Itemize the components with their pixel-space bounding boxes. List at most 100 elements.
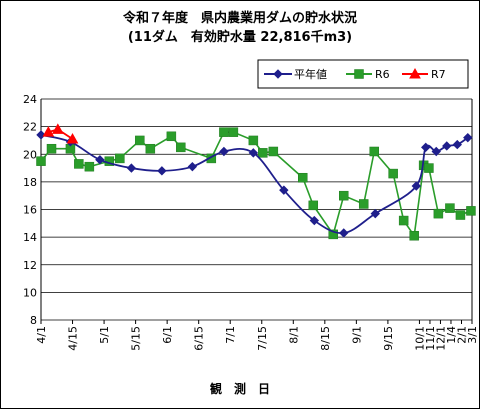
series-r7 bbox=[42, 123, 79, 144]
data-point-r6 bbox=[433, 208, 444, 219]
data-point-normal bbox=[219, 146, 229, 157]
legend-item-normal: 平年値 bbox=[264, 67, 327, 81]
chart-title: 令和７年度 県内農業用ダムの貯水状況 bbox=[123, 10, 357, 26]
x-tick-label: 9/1 bbox=[350, 326, 363, 344]
data-point-r6 bbox=[268, 146, 279, 157]
data-point-r6 bbox=[445, 203, 455, 213]
data-point-normal bbox=[157, 166, 167, 176]
x-tick-label: 5/15 bbox=[130, 326, 143, 351]
data-point-r6 bbox=[388, 168, 398, 179]
series-layer bbox=[36, 123, 476, 241]
legend-marker-shape bbox=[354, 69, 364, 79]
x-tick-label: 4/1 bbox=[35, 326, 48, 344]
data-point-r7 bbox=[51, 123, 64, 134]
data-point-r6 bbox=[46, 143, 57, 154]
data-point-r6 bbox=[115, 153, 125, 164]
legend-label-r7: R7 bbox=[431, 68, 446, 81]
data-point-normal bbox=[95, 155, 105, 165]
legend-marker-normal bbox=[273, 69, 283, 79]
data-point-r6 bbox=[248, 135, 259, 146]
data-point-normal bbox=[339, 228, 349, 238]
data-point-r6 bbox=[176, 142, 186, 153]
data-point-r6 bbox=[308, 200, 319, 211]
x-tick-label: 9/15 bbox=[382, 326, 395, 351]
x-tick-label: 6/15 bbox=[193, 326, 206, 351]
data-point-normal bbox=[370, 208, 380, 219]
data-point-r6 bbox=[166, 131, 177, 142]
legend-marker-shape bbox=[273, 69, 283, 79]
data-point-normal bbox=[187, 161, 198, 172]
data-point-normal bbox=[309, 215, 320, 226]
legend-marker-shape bbox=[409, 67, 421, 79]
data-point-normal bbox=[411, 181, 421, 191]
data-point-normal bbox=[279, 185, 289, 195]
x-tick-label: 8/1 bbox=[287, 326, 300, 344]
data-point-r6 bbox=[328, 229, 338, 240]
x-axis: 4/1 4/15 5/1 5/15 6/1 6/15 7/1 7/15 8/1 8/15 9/1 9/… bbox=[35, 320, 479, 351]
data-point-normal bbox=[421, 142, 431, 153]
y-tick-label: 10 bbox=[23, 286, 37, 299]
legend-marker-r7 bbox=[409, 67, 421, 79]
y-tick-label: 8 bbox=[30, 314, 37, 327]
y-tick-label: 14 bbox=[23, 231, 37, 244]
data-point-r6 bbox=[258, 148, 268, 158]
data-point-normal bbox=[431, 146, 441, 157]
x-tick-label: 10/1 bbox=[413, 326, 426, 351]
series-r6 bbox=[36, 127, 476, 241]
data-point-r6 bbox=[228, 127, 239, 137]
x-tick-label: 7/1 bbox=[224, 326, 237, 344]
data-point-r6 bbox=[398, 215, 409, 226]
data-point-r6 bbox=[424, 163, 434, 173]
y-tick-label: 16 bbox=[23, 204, 37, 217]
x-tick-label: 8/15 bbox=[319, 326, 332, 351]
x-tick-label: 12/1 bbox=[434, 326, 447, 351]
data-point-r6 bbox=[74, 159, 84, 169]
x-tick-label: 5/1 bbox=[98, 326, 111, 344]
data-point-normal bbox=[442, 141, 452, 151]
data-point-r6 bbox=[84, 161, 95, 172]
x-tick-label: 3/1 bbox=[466, 326, 479, 344]
data-point-r6 bbox=[145, 143, 156, 154]
data-point-normal bbox=[463, 132, 473, 143]
data-point-normal bbox=[248, 148, 259, 158]
y-tick-label: 22 bbox=[23, 121, 37, 134]
data-point-r6 bbox=[298, 172, 308, 183]
x-tick-label: 6/1 bbox=[161, 326, 174, 344]
data-point-r6 bbox=[135, 135, 145, 146]
data-point-r6 bbox=[455, 210, 466, 220]
y-tick-label: 12 bbox=[23, 259, 37, 272]
legend-item-r6: R6 bbox=[346, 68, 390, 81]
legend-label-normal: 平年値 bbox=[294, 67, 327, 81]
legend: 平年値 R6 R7 bbox=[257, 59, 469, 89]
x-tick-label: 1/4 bbox=[445, 326, 458, 344]
legend-label-r6: R6 bbox=[375, 68, 390, 81]
x-tick-label: 4/15 bbox=[67, 326, 80, 351]
legend-marker-r6 bbox=[354, 69, 364, 79]
y-axis: 8 10 12 14 16 18 20 22 24 bbox=[23, 93, 37, 327]
series-normal bbox=[36, 130, 473, 238]
x-tick-label: 11/1 bbox=[424, 326, 437, 351]
data-point-r6 bbox=[369, 146, 379, 157]
data-point-normal bbox=[452, 139, 462, 150]
data-point-r6 bbox=[339, 190, 349, 201]
data-point-r6 bbox=[219, 127, 229, 137]
data-point-r7 bbox=[66, 133, 79, 144]
grid bbox=[40, 98, 473, 321]
chart-subtitle: (11ダム 有効貯水量 22,816千m3) bbox=[128, 29, 352, 45]
x-axis-label: 観 測 日 bbox=[210, 381, 270, 396]
x-tick-label: 7/15 bbox=[256, 326, 269, 351]
x-tick-label: 2/1 bbox=[455, 326, 468, 344]
data-point-r6 bbox=[206, 153, 217, 164]
data-point-r6 bbox=[36, 156, 46, 166]
y-tick-label: 20 bbox=[23, 148, 37, 161]
data-point-r7 bbox=[42, 126, 55, 137]
data-point-r6 bbox=[466, 206, 476, 216]
data-point-r6 bbox=[358, 199, 369, 209]
legend-item-r7: R7 bbox=[402, 67, 446, 81]
data-point-normal bbox=[126, 163, 137, 173]
y-tick-label: 18 bbox=[23, 176, 37, 189]
y-tick-label: 24 bbox=[23, 93, 37, 106]
data-point-r6 bbox=[409, 230, 419, 241]
data-point-normal bbox=[36, 130, 46, 140]
